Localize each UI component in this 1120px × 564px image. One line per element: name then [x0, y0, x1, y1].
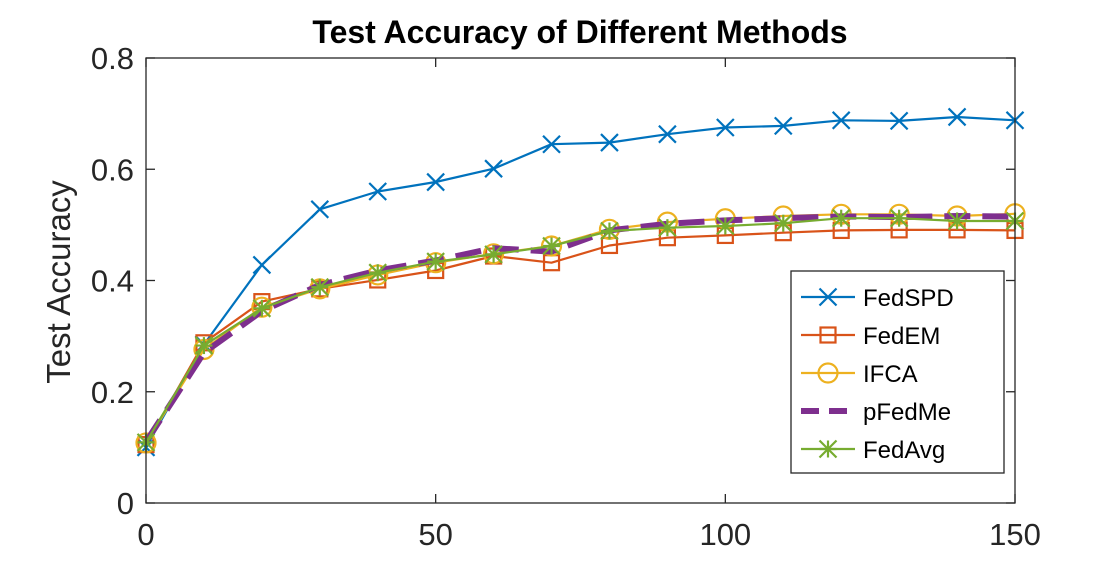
series-FedAvg: [136, 208, 1025, 452]
legend-marker-FedSPD-b: [818, 287, 838, 307]
data-point-FedAvg-14: [947, 211, 967, 231]
data-point-FedSPD-6-b: [484, 159, 503, 178]
y-tick-label-0: 0: [117, 486, 134, 521]
data-point-FedAvg-12: [831, 208, 851, 228]
x-tick-label-2: 100: [699, 517, 751, 552]
legend-marker-IFCA: [817, 362, 839, 384]
chart-title: Test Accuracy of Different Methods: [312, 14, 847, 50]
y-axis-label: Test Accuracy: [40, 180, 77, 384]
data-point-FedSPD-14-b: [947, 107, 967, 127]
data-point-FedSPD-8-b: [600, 133, 619, 152]
data-point-FedSPD-2-b: [252, 255, 272, 275]
series-line-FedSPD: [145, 115, 1016, 448]
data-point-FedSPD-12-b: [831, 111, 851, 130]
data-point-FedSPD-11-b: [773, 116, 793, 136]
legend: FedSPD FedEM IFCA pFedMe FedAvg: [790, 270, 1005, 474]
data-point-FedSPD-10: [716, 118, 735, 137]
data-point-FedSPD-7: [542, 134, 561, 154]
legend-label-FedEM: FedEM: [863, 323, 940, 350]
legend-entry-IFCA: IFCA: [801, 361, 918, 388]
data-point-FedSPD-7-b: [542, 134, 561, 154]
legend-label-IFCA: IFCA: [863, 361, 918, 388]
data-point-FedAvg-8: [600, 221, 619, 241]
data-point-FedSPD-8: [600, 133, 619, 152]
data-point-FedSPD-3: [310, 200, 330, 219]
y-tick-label-3: 0.6: [91, 152, 134, 187]
legend-entry-FedEM: FedEM: [801, 323, 940, 350]
data-point-FedAvg-13: [889, 208, 909, 228]
legend-entry-FedAvg: FedAvg: [801, 437, 945, 464]
series-line-FedAvg: [145, 217, 1015, 443]
data-point-FedAvg-3: [310, 277, 330, 297]
legend-label-pFedMe: pFedMe: [863, 399, 951, 426]
data-point-FedSPD-3-b: [310, 200, 330, 219]
data-point-FedSPD-2: [252, 255, 272, 275]
data-point-FedAvg-2: [252, 299, 272, 318]
legend-marker-FedAvg: [818, 439, 838, 459]
data-point-FedSPD-10-b: [716, 118, 735, 137]
data-point-FedSPD-6: [484, 159, 503, 178]
data-point-FedSPD-13-b: [889, 111, 909, 131]
data-point-FedAvg-6: [484, 245, 503, 264]
x-tick-label-0: 0: [137, 517, 154, 552]
data-point-FedAvg-4: [368, 263, 388, 282]
legend-entry-pFedMe: pFedMe: [801, 399, 951, 426]
legend-label-FedAvg: FedAvg: [863, 437, 945, 464]
data-point-FedAvg-9: [658, 218, 677, 237]
data-point-FedSPD-4-b: [368, 182, 388, 201]
data-point-FedSPD-5: [426, 172, 445, 192]
data-point-FedSPD-4: [368, 182, 388, 201]
y-tick-label-4: 0.8: [91, 41, 134, 76]
legend-marker-FedSPD: [818, 287, 838, 307]
data-point-FedAvg-10: [716, 216, 735, 236]
data-point-FedSPD-9-b: [658, 124, 677, 144]
legend-marker-FedEM: [819, 326, 837, 344]
data-point-FedSPD-12: [831, 111, 851, 130]
legend-label-FedSPD: FedSPD: [863, 285, 954, 312]
y-tick-label-2: 0.4: [91, 264, 134, 299]
data-point-FedSPD-9: [658, 124, 677, 144]
data-point-FedAvg-1: [194, 336, 214, 355]
data-point-FedAvg-11: [773, 213, 793, 233]
legend-entry-FedSPD: FedSPD: [801, 285, 954, 312]
data-point-FedSPD-5-b: [426, 172, 445, 192]
x-tick-label-3: 150: [989, 517, 1041, 552]
data-point-FedAvg-7: [542, 236, 561, 256]
y-tick-label-1: 0.2: [91, 375, 134, 410]
data-point-FedAvg-5: [426, 252, 445, 271]
data-point-FedSPD-13: [889, 111, 909, 131]
x-tick-label-1: 50: [418, 517, 452, 552]
data-point-IFCA-7: [540, 235, 563, 257]
data-point-FedSPD-14: [947, 107, 967, 127]
data-point-FedSPD-11: [773, 116, 793, 136]
